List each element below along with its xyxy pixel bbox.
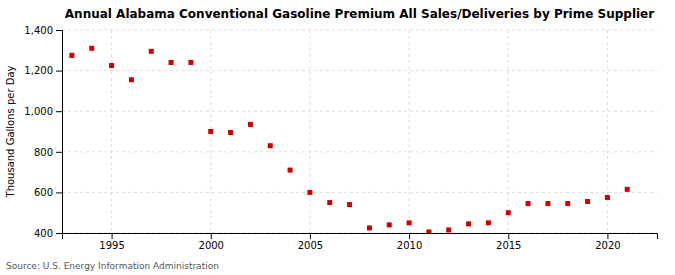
point [228,130,233,135]
x-tick: 2015 [496,233,521,251]
x-tick: 2000 [199,233,224,251]
grid-line-x [409,30,410,233]
y-tick-label: 1,400 [24,25,53,36]
y-tick-label: 1,200 [24,65,53,76]
title: Annual Alabama Conventional Gasoline Pre… [65,7,654,21]
x-tick-label: 2000 [199,240,224,251]
x-tick-mark [508,233,509,239]
point [89,46,94,51]
grid-line-y [62,192,657,193]
source: Source: U.S. Energy Information Administ… [6,261,219,271]
point [387,222,392,227]
y-tick: 800 [34,147,62,158]
x-tick-mark [211,233,212,239]
point [268,143,273,148]
x-tick: 2020 [595,233,620,251]
y-tick-mark [56,192,62,193]
y-tick-label: 400 [34,228,53,239]
y-tick-mark [56,111,62,112]
grid-line-x [111,30,112,233]
point [625,187,630,192]
chart: 1995 2000 2005 2010 2015 2020 400 600 800 1,000 1,… [0,0,675,275]
x-tick-label: 2015 [496,240,521,251]
x-tick-label: 2005 [298,240,323,251]
y-tick: 1,200 [24,65,62,76]
grid [62,30,657,233]
x-tick-label: 2020 [595,240,620,251]
x-tick-mark [310,233,311,239]
x-tick: 2005 [298,233,323,251]
x-axis-line [63,234,658,240]
y-tick-mark [56,71,62,72]
y-tick: 400 [34,228,62,239]
point [506,210,511,215]
point [129,77,134,82]
point [307,190,312,195]
point [526,201,531,206]
grid-line-y [62,151,657,152]
point [446,227,451,232]
y-tick: 1,000 [24,106,62,117]
x-tick-mark [607,233,608,239]
y-tick-mark [56,152,62,153]
x-tick: 1995 [99,233,124,251]
y-tick-label: 600 [34,187,53,198]
point [347,202,352,207]
point [426,229,431,233]
point [288,168,293,173]
point [188,60,193,65]
x-tick-mark [112,233,113,239]
x-axis: 1995 2000 2005 2010 2015 2020 [63,233,658,251]
x-tick-mark [409,233,410,239]
y-axis: 400 600 800 1,000 1,200 1,400 [24,25,62,239]
y-tick: 600 [34,187,62,198]
point [407,220,412,225]
point [565,201,570,206]
y-tick-label: 1,000 [24,106,53,117]
y-tick-label: 800 [34,147,53,158]
x-tick: 2010 [397,233,422,251]
point [69,53,74,58]
y-tick-mark [56,30,62,31]
grid-line-x [309,30,310,233]
point [109,63,114,68]
point [248,122,253,127]
point [486,220,491,225]
points [69,46,629,233]
point [327,200,332,205]
point [208,129,213,134]
point [367,225,372,230]
y-axis-title: Thousand Gallons per Day [5,65,16,198]
y-tick-mark [56,233,62,234]
x-tick-label: 2010 [397,240,422,251]
grid-line-y [62,70,657,71]
point [605,195,610,200]
grid-line-x [508,30,509,233]
grid-line-y [62,111,657,112]
y-tick: 1,400 [24,25,62,36]
y-axis-line [56,31,63,234]
point [149,49,154,54]
point [545,201,550,206]
grid-line-x [607,30,608,233]
x-tick-label: 1995 [99,240,124,251]
point [466,221,471,226]
plot-area: 1995 2000 2005 2010 2015 2020 400 600 800 1,000 1,… [24,25,657,251]
point [169,60,174,65]
grid-line-y [62,30,657,31]
point [585,199,590,204]
